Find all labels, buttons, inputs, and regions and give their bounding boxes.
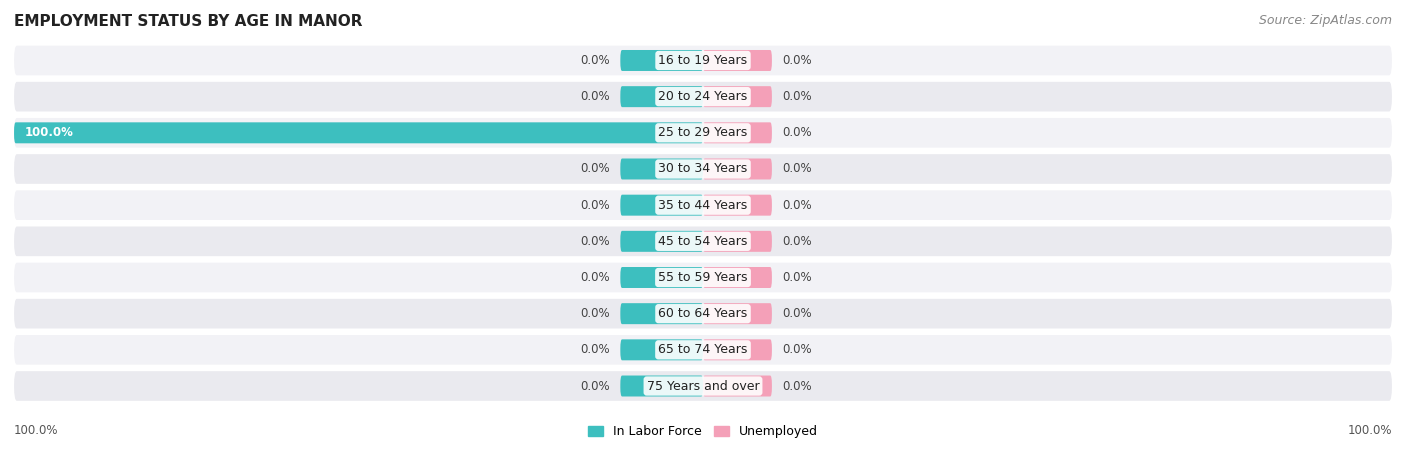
Text: 0.0%: 0.0% <box>782 162 811 175</box>
Text: 0.0%: 0.0% <box>581 198 610 212</box>
Text: 30 to 34 Years: 30 to 34 Years <box>658 162 748 175</box>
FancyBboxPatch shape <box>703 158 772 179</box>
Text: 0.0%: 0.0% <box>782 90 811 103</box>
Text: 0.0%: 0.0% <box>581 54 610 67</box>
Text: 75 Years and over: 75 Years and over <box>647 379 759 392</box>
Text: Source: ZipAtlas.com: Source: ZipAtlas.com <box>1258 14 1392 27</box>
FancyBboxPatch shape <box>620 376 703 396</box>
FancyBboxPatch shape <box>620 158 703 179</box>
Text: 20 to 24 Years: 20 to 24 Years <box>658 90 748 103</box>
FancyBboxPatch shape <box>14 299 1392 328</box>
FancyBboxPatch shape <box>703 122 772 143</box>
FancyBboxPatch shape <box>703 50 772 71</box>
FancyBboxPatch shape <box>620 339 703 360</box>
FancyBboxPatch shape <box>14 46 1392 75</box>
Text: 0.0%: 0.0% <box>782 126 811 139</box>
Text: 0.0%: 0.0% <box>581 235 610 248</box>
FancyBboxPatch shape <box>703 267 772 288</box>
Text: 0.0%: 0.0% <box>782 343 811 356</box>
FancyBboxPatch shape <box>14 371 1392 401</box>
Text: 0.0%: 0.0% <box>581 307 610 320</box>
Text: 45 to 54 Years: 45 to 54 Years <box>658 235 748 248</box>
Text: 100.0%: 100.0% <box>14 424 59 437</box>
FancyBboxPatch shape <box>620 303 703 324</box>
Legend: In Labor Force, Unemployed: In Labor Force, Unemployed <box>583 420 823 443</box>
Text: 0.0%: 0.0% <box>581 162 610 175</box>
Text: 0.0%: 0.0% <box>782 235 811 248</box>
FancyBboxPatch shape <box>14 82 1392 111</box>
FancyBboxPatch shape <box>620 86 703 107</box>
FancyBboxPatch shape <box>703 231 772 252</box>
FancyBboxPatch shape <box>620 50 703 71</box>
Text: 0.0%: 0.0% <box>782 198 811 212</box>
FancyBboxPatch shape <box>703 86 772 107</box>
Text: 0.0%: 0.0% <box>581 343 610 356</box>
Text: 65 to 74 Years: 65 to 74 Years <box>658 343 748 356</box>
Text: 55 to 59 Years: 55 to 59 Years <box>658 271 748 284</box>
FancyBboxPatch shape <box>14 190 1392 220</box>
FancyBboxPatch shape <box>703 195 772 216</box>
Text: 0.0%: 0.0% <box>782 307 811 320</box>
FancyBboxPatch shape <box>14 335 1392 365</box>
FancyBboxPatch shape <box>620 267 703 288</box>
FancyBboxPatch shape <box>14 262 1392 292</box>
Text: 25 to 29 Years: 25 to 29 Years <box>658 126 748 139</box>
Text: 60 to 64 Years: 60 to 64 Years <box>658 307 748 320</box>
Text: 0.0%: 0.0% <box>581 90 610 103</box>
FancyBboxPatch shape <box>620 195 703 216</box>
Text: 0.0%: 0.0% <box>581 271 610 284</box>
Text: 0.0%: 0.0% <box>782 54 811 67</box>
Text: EMPLOYMENT STATUS BY AGE IN MANOR: EMPLOYMENT STATUS BY AGE IN MANOR <box>14 14 363 28</box>
Text: 100.0%: 100.0% <box>1347 424 1392 437</box>
FancyBboxPatch shape <box>703 303 772 324</box>
FancyBboxPatch shape <box>703 376 772 396</box>
Text: 16 to 19 Years: 16 to 19 Years <box>658 54 748 67</box>
Text: 100.0%: 100.0% <box>24 126 73 139</box>
Text: 0.0%: 0.0% <box>581 379 610 392</box>
FancyBboxPatch shape <box>14 226 1392 256</box>
FancyBboxPatch shape <box>14 122 703 143</box>
FancyBboxPatch shape <box>620 231 703 252</box>
FancyBboxPatch shape <box>703 339 772 360</box>
Text: 35 to 44 Years: 35 to 44 Years <box>658 198 748 212</box>
Text: 0.0%: 0.0% <box>782 379 811 392</box>
Text: 0.0%: 0.0% <box>782 271 811 284</box>
FancyBboxPatch shape <box>14 118 1392 147</box>
FancyBboxPatch shape <box>14 154 1392 184</box>
